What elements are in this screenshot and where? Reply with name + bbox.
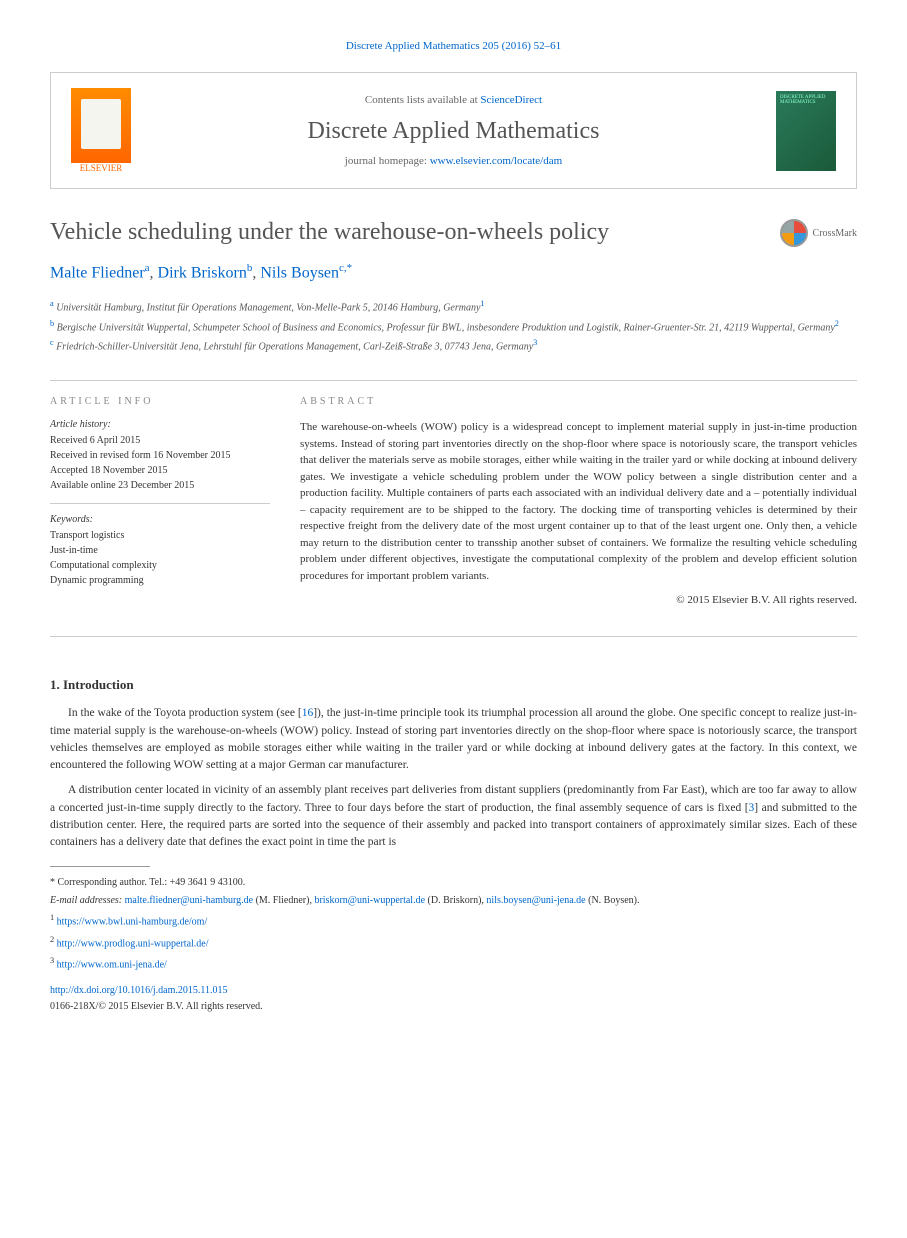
keyword: Transport logistics — [50, 528, 270, 543]
affiliation-item: c Friedrich-Schiller-Universität Jena, L… — [50, 336, 857, 355]
keyword: Dynamic programming — [50, 573, 270, 588]
email-link[interactable]: briskorn@uni-wuppertal.de — [314, 895, 425, 906]
email-link[interactable]: nils.boysen@uni-jena.de — [486, 895, 585, 906]
abstract-copyright: © 2015 Elsevier B.V. All rights reserved… — [300, 594, 857, 606]
author-link[interactable]: Nils Boysen — [260, 264, 339, 281]
footnote-url: 2 http://www.prodlog.uni-wuppertal.de/ — [50, 933, 857, 952]
email-link[interactable]: malte.fliedner@uni-hamburg.de — [125, 895, 253, 906]
section-heading-intro: 1. Introduction — [50, 677, 857, 693]
journal-name: Discrete Applied Mathematics — [131, 118, 776, 145]
affiliation-item: b Bergische Universität Wuppertal, Schum… — [50, 317, 857, 336]
homepage-link[interactable]: www.elsevier.com/locate/dam — [430, 155, 562, 167]
crossmark-icon — [780, 219, 808, 247]
crossmark-badge[interactable]: CrossMark — [780, 219, 857, 247]
abstract-heading: ABSTRACT — [300, 396, 857, 407]
footnote-divider — [50, 866, 150, 867]
article-info-heading: ARTICLE INFO — [50, 396, 270, 407]
masthead: ELSEVIER Contents lists available at Sci… — [50, 72, 857, 189]
keyword: Computational complexity — [50, 558, 270, 573]
accepted-date: Accepted 18 November 2015 — [50, 463, 270, 478]
elsevier-logo: ELSEVIER — [71, 88, 131, 173]
author-link[interactable]: Malte Fliedner — [50, 264, 145, 281]
affiliation-item: a Universität Hamburg, Institut für Oper… — [50, 297, 857, 316]
footnote-url: 3 http://www.om.uni-jena.de/ — [50, 954, 857, 973]
authors-list: Malte Fliednera, Dirk Briskornb, Nils Bo… — [50, 262, 857, 282]
footnotes: * Corresponding author. Tel.: +49 3641 9… — [50, 875, 857, 1015]
author-affil-sup: b — [247, 262, 253, 274]
crossmark-label: CrossMark — [813, 228, 857, 239]
article-title: Vehicle scheduling under the warehouse-o… — [50, 219, 780, 246]
intro-paragraph: In the wake of the Toyota production sys… — [50, 705, 857, 774]
revised-date: Received in revised form 16 November 201… — [50, 448, 270, 463]
affiliations: a Universität Hamburg, Institut für Oper… — [50, 297, 857, 355]
contents-available-line: Contents lists available at ScienceDirec… — [131, 94, 776, 106]
citation-link[interactable]: Discrete Applied Mathematics 205 (2016) … — [346, 40, 561, 52]
issn-copyright: 0166-218X/© 2015 Elsevier B.V. All right… — [50, 1001, 263, 1012]
affil-url-link[interactable]: https://www.bwl.uni-hamburg.de/om/ — [57, 917, 208, 928]
email-addresses-line: E-mail addresses: malte.fliedner@uni-ham… — [50, 893, 857, 909]
abstract-panel: ABSTRACT The warehouse-on-wheels (WOW) p… — [300, 396, 857, 606]
keyword: Just-in-time — [50, 543, 270, 558]
keywords-label: Keywords: — [50, 514, 270, 525]
corresponding-author-note: * Corresponding author. Tel.: +49 3641 9… — [50, 875, 857, 891]
history-label: Article history: — [50, 419, 270, 430]
sciencedirect-link[interactable]: ScienceDirect — [480, 94, 542, 106]
doi-link[interactable]: http://dx.doi.org/10.1016/j.dam.2015.11.… — [50, 985, 228, 996]
intro-paragraph: A distribution center located in vicinit… — [50, 782, 857, 851]
footnote-url: 1 https://www.bwl.uni-hamburg.de/om/ — [50, 911, 857, 930]
citation-header: Discrete Applied Mathematics 205 (2016) … — [50, 40, 857, 52]
author-link[interactable]: Dirk Briskorn — [158, 264, 247, 281]
article-info-panel: ARTICLE INFO Article history: Received 6… — [50, 396, 270, 606]
affil-url-link[interactable]: http://www.prodlog.uni-wuppertal.de/ — [57, 938, 209, 949]
affil-url-link[interactable]: http://www.om.uni-jena.de/ — [57, 959, 167, 970]
author-affil-sup: c,* — [339, 262, 352, 274]
abstract-text: The warehouse-on-wheels (WOW) policy is … — [300, 419, 857, 584]
received-date: Received 6 April 2015 — [50, 433, 270, 448]
homepage-line: journal homepage: www.elsevier.com/locat… — [131, 155, 776, 167]
citation-ref-link[interactable]: 16 — [302, 707, 314, 719]
online-date: Available online 23 December 2015 — [50, 478, 270, 493]
journal-cover-thumbnail: DISCRETE APPLIED MATHEMATICS — [776, 91, 836, 171]
author-affil-sup: a — [145, 262, 150, 274]
